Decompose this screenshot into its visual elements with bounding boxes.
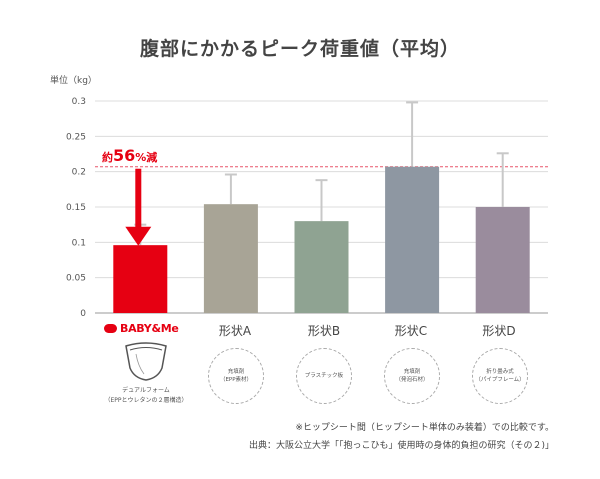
y-tick-label: 0.1 [72,238,86,248]
product-caption-line1: デュアルフォーム [122,387,170,394]
y-axis-unit-label: 単位（kg） [50,76,97,86]
brand-name: BABY&Me [120,322,179,335]
material-badge-c-line1: 充填剤 [403,368,421,375]
bar [113,245,168,313]
brand-logo: BABY&Me [104,322,179,335]
y-tick-label: 0.2 [72,168,86,178]
category-label-c: 形状C [394,324,428,338]
material-badge-c-line2: （発泡石材） [395,377,429,383]
material-badge-b-line1: プラスチック板 [304,372,344,379]
material-badge-a-line1: 充填剤 [227,368,245,375]
product-caption-line2: （EPPとウレタンの２層構造） [104,397,188,405]
y-tick-label: 0.25 [66,132,86,142]
chart-title: 腹部にかかるピーク荷重値（平均） [139,38,460,60]
product-caption: デュアルフォーム （EPPとウレタンの２層構造） [96,386,196,406]
material-badge-b: プラスチック板 [296,348,352,404]
reduction-suffix: %減 [135,151,158,164]
source-note: 出典：大阪公立大学「「抱っこひも」使用時の身体的負担の研究（その２)」 [248,441,554,451]
comparison-note: ※ヒップシート間（ヒップシート単体のみ装着）での比較です。 [295,423,554,433]
reduction-arrow-head [125,226,152,246]
y-tick-label: 0.15 [66,203,86,213]
y-tick-label: 0.05 [66,274,86,284]
bar [294,221,349,313]
reduction-annotation: 約56%減 [102,146,157,165]
material-badge-c: 充填剤 （発泡石材） [384,348,440,404]
y-tick-label: 0.3 [72,97,86,107]
material-badge-d-line1: 折り畳み式 [486,368,514,375]
y-tick-label: 0 [80,309,86,319]
brand-logo-icon [104,324,117,333]
material-badge-d: 折り畳み式 （パイプフレーム） [472,348,528,404]
bar [475,207,530,313]
material-badge-a-line2: （EPP素材） [219,377,253,383]
dual-foam-product-icon [125,342,167,381]
material-badge-a: 充填剤 （EPP素材） [208,348,264,404]
reduction-prefix: 約 [102,151,113,164]
reduction-arrow-shaft [135,168,142,231]
category-label-a: 形状A [218,324,252,338]
category-label-b: 形状B [307,324,341,338]
bar [385,166,440,313]
reduction-value: 56 [113,146,136,165]
bar [203,204,258,313]
category-label-d: 形状D [482,324,516,338]
material-badge-d-line2: （パイプフレーム） [475,377,525,383]
